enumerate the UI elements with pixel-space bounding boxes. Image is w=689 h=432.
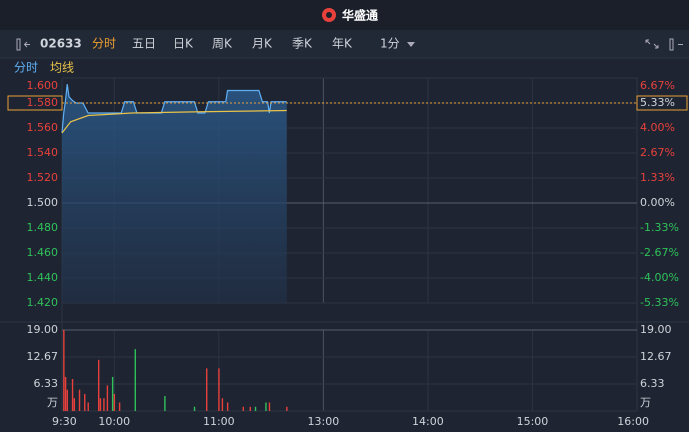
y-tick-label: 1.520 [27,171,59,184]
last-price-box [7,95,63,111]
last-price-label: 1.580 [27,96,59,109]
fullscreen-icon[interactable] [645,39,659,49]
logo-icon [322,8,336,22]
y2-tick-label: 0.00% [640,196,675,209]
volume-bar [71,379,74,411]
volume-bar [97,359,100,411]
volume-bar [73,398,75,411]
volume-bar [87,402,89,411]
toolbar [0,30,689,58]
last-change-label: 5.33% [640,96,675,109]
y-tick-label: 1.540 [27,146,59,159]
tab[interactable]: 日K [173,37,194,51]
x-tick-label: 16:00 [617,415,649,428]
volume-bar [221,398,224,411]
y2-tick-label: -5.33% [640,296,679,309]
volume-bar [63,330,65,411]
volume-bar [193,406,196,411]
y2-tick-label: -4.00% [640,271,679,284]
volume-bar [265,402,267,411]
volume-bar [78,389,81,411]
volume-bar [242,406,245,411]
vol-tick-label-right: 19.00 [640,323,672,336]
x-tick-label: 11:00 [203,415,235,428]
y-tick-label: 1.560 [27,121,59,134]
stock-code: 02633 [40,37,82,51]
x-tick-label: 14:00 [412,415,444,428]
volume-bar [64,376,67,411]
price-area [62,84,287,303]
vol-unit: 万 [47,396,58,409]
y-tick-label: 1.460 [27,246,59,259]
legend-entry: 分时 [14,61,38,75]
y-tick-label: 1.480 [27,221,59,234]
volume-bar [134,349,136,411]
volume-bar [99,398,102,411]
volume-bar [268,402,271,411]
volume-bar [106,385,109,411]
x-tick-label: 10:00 [98,415,130,428]
y-tick-label: 1.600 [27,79,59,92]
dropdown-arrow[interactable] [407,42,415,47]
tab[interactable]: 月K [252,37,273,51]
x-tick-label: 13:00 [308,415,340,428]
volume-bar [103,398,105,411]
volume-bar [84,393,86,411]
volume-bar [113,393,116,411]
y-tick-label: 1.500 [27,196,59,209]
y2-tick-label: 6.67% [640,79,675,92]
x-tick-label: 15:00 [517,415,549,428]
vol-tick-label-right: 6.33 [640,377,665,390]
tab[interactable]: 五日 [132,37,156,51]
tab[interactable]: 分时 [92,37,116,51]
logo: 华盛通 [342,8,378,23]
volume-bar [164,396,166,411]
volume-bar [66,389,69,411]
tab[interactable]: 周K [212,37,233,51]
vol-tick-label: 19.00 [27,323,59,336]
vol-unit-right: 万 [640,396,651,409]
vol-tick-label: 12.67 [27,350,59,363]
y2-tick-label: -1.33% [640,221,679,234]
y2-tick-label: -2.67% [640,246,679,259]
y-tick-label: 1.420 [27,296,59,309]
volume-bar [118,402,121,411]
volume-bar [218,368,220,411]
interval-select[interactable]: 1分 [380,37,400,51]
x-tick-label: 9:30 [52,415,77,428]
legend-entry: 均线 [50,61,74,75]
tab[interactable]: 年K [332,37,353,51]
y-tick-label: 1.440 [27,271,59,284]
header [0,0,689,30]
volume-bar [206,368,208,411]
price-line [61,109,287,134]
y2-tick-label: 4.00% [640,121,675,134]
volume-bar [286,406,288,411]
vol-tick-label-right: 12.67 [640,350,672,363]
y2-tick-label: 2.67% [640,146,675,159]
volume-bar [111,376,114,411]
vol-tick-label: 6.33 [34,377,59,390]
y2-tick-label: 1.33% [640,171,675,184]
last-change-box [636,95,688,111]
volume-bar [249,406,251,411]
volume-bar [226,402,229,411]
tab[interactable]: 季K [292,37,313,51]
expand-icon[interactable] [669,38,683,51]
volume-bar [254,406,257,411]
collapse-icon[interactable] [16,38,30,51]
